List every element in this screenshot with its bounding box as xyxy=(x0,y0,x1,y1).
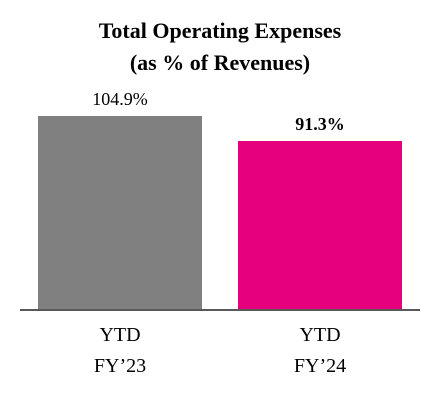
data-label-2: 91.3% xyxy=(295,114,345,134)
category-label-1-line-2: FY’23 xyxy=(94,355,146,377)
chart-title-line-2: (as % of Revenues) xyxy=(129,50,311,75)
data-label-1: 104.9% xyxy=(92,89,148,109)
category-label-1-line-1: YTD xyxy=(99,324,140,346)
category-label-2-line-1: YTD xyxy=(299,324,340,346)
bar-1 xyxy=(38,115,202,309)
category-label-2-line-2: FY’24 xyxy=(294,355,346,377)
bar-2 xyxy=(238,141,402,309)
chart-title-line-1: Total Operating Expenses xyxy=(98,18,342,43)
